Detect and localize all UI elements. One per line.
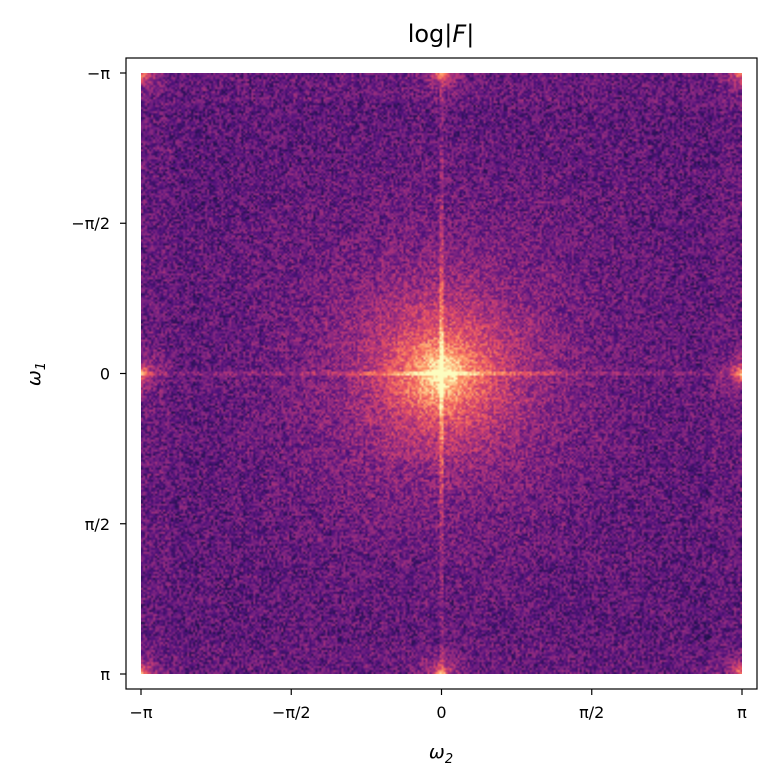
y-tick-label: π [100, 665, 110, 684]
x-axis-label: ω2 [429, 741, 453, 767]
plot-area [125, 57, 758, 690]
y-axis-label: ω1 [23, 362, 49, 386]
x-tick-label: −π [129, 703, 152, 722]
y-tick-label: 0 [100, 365, 110, 384]
y-axis-ticks: −π −π/2 0 π/2 π [71, 64, 126, 684]
x-tick-label: π [737, 703, 747, 722]
chart-title: log|F| [408, 20, 475, 48]
heatmap-image [141, 73, 742, 674]
y-tick-label: −π/2 [71, 214, 110, 233]
x-tick-label: −π/2 [272, 703, 311, 722]
x-tick-label: π/2 [579, 703, 604, 722]
y-tick-label: −π [87, 64, 110, 83]
x-tick-label: 0 [436, 703, 446, 722]
y-tick-label: π/2 [85, 515, 110, 534]
x-axis-ticks: −π −π/2 0 π/2 π [129, 689, 747, 722]
